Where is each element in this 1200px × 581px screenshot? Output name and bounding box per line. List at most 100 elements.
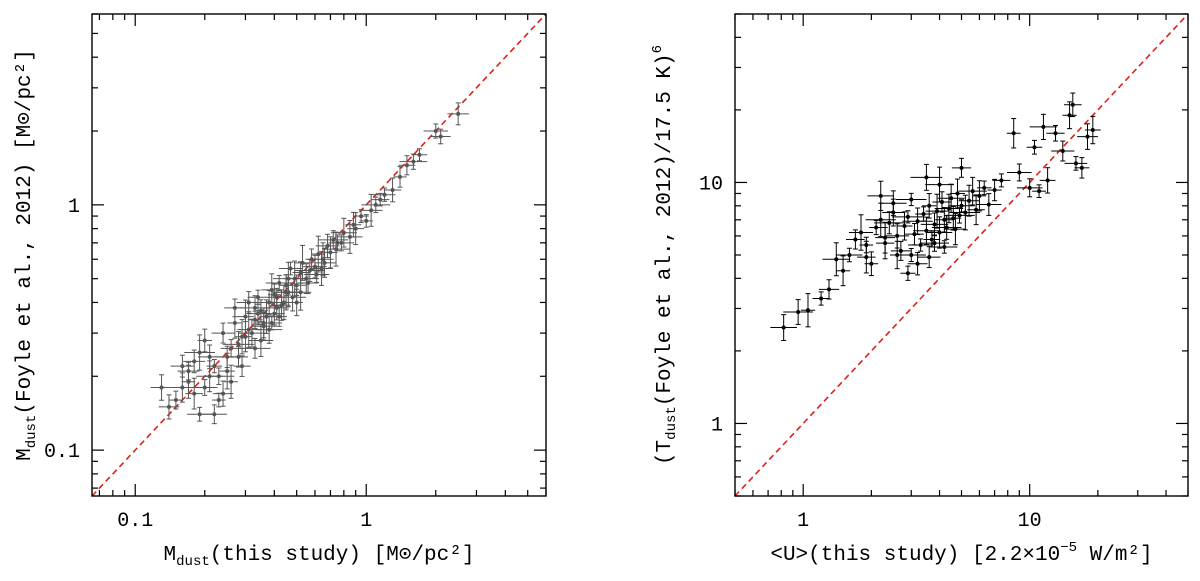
point-marker — [202, 385, 207, 390]
data-point — [907, 252, 928, 276]
point-marker — [294, 300, 299, 305]
point-marker — [207, 354, 212, 359]
point-marker — [895, 233, 900, 238]
point-marker — [274, 305, 279, 310]
point-marker — [999, 178, 1004, 183]
data-point — [972, 180, 986, 212]
point-marker — [796, 310, 801, 315]
point-marker — [1027, 185, 1032, 190]
data-point — [430, 128, 451, 145]
point-marker — [986, 202, 991, 207]
point-marker — [963, 210, 968, 215]
point-marker — [221, 391, 226, 396]
point-marker — [339, 240, 344, 245]
point-marker — [912, 232, 917, 237]
data-point — [908, 238, 934, 252]
data-point — [800, 293, 816, 328]
point-marker — [221, 331, 226, 336]
point-marker — [159, 385, 164, 390]
y-axis-label: (Tdust(Foyle et al., 2012)/17.5 K)6 — [650, 45, 680, 465]
point-marker — [267, 327, 272, 332]
data-point — [917, 246, 941, 269]
data-point — [233, 355, 251, 377]
data-point — [950, 178, 965, 209]
point-marker — [277, 314, 282, 319]
data-point — [284, 260, 306, 297]
data-point — [1051, 140, 1075, 162]
data-point — [896, 192, 927, 207]
data-point — [212, 380, 234, 407]
data-point — [846, 229, 865, 250]
data-point — [246, 302, 270, 326]
data-point — [294, 258, 325, 282]
data-point — [1026, 139, 1043, 155]
y-axis-label: Mdust(Foyle et al., 2012) [M⊙/pc²] — [14, 49, 40, 461]
data-point — [201, 404, 228, 425]
x-axis-label: <U>(this study) [2.2×10−5 W/m²] — [770, 540, 1152, 567]
point-marker — [253, 305, 258, 310]
data-point — [948, 199, 975, 213]
point-marker — [456, 111, 461, 116]
data-point — [337, 219, 363, 254]
data-point — [323, 236, 338, 269]
point-marker — [284, 283, 289, 288]
point-marker — [272, 311, 277, 316]
data-point — [926, 216, 953, 249]
point-marker — [225, 354, 230, 359]
y-tick-label: 1 — [711, 414, 723, 437]
point-marker — [298, 290, 303, 295]
data-point — [239, 321, 252, 353]
x-tick-label: 0.1 — [117, 510, 153, 533]
point-marker — [304, 276, 309, 281]
point-marker — [197, 350, 202, 355]
point-marker — [249, 331, 254, 336]
point-marker — [180, 385, 185, 390]
point-marker — [216, 398, 221, 403]
data-point — [187, 406, 213, 422]
point-marker — [924, 175, 929, 180]
point-marker — [328, 250, 333, 255]
data-point — [857, 240, 876, 274]
data-point — [818, 279, 840, 300]
point-marker — [322, 260, 327, 265]
point-marker — [269, 287, 274, 292]
point-marker — [959, 203, 964, 208]
point-marker — [924, 228, 929, 233]
data-point — [967, 194, 985, 226]
data-point — [770, 314, 797, 341]
point-marker — [288, 266, 293, 271]
point-marker — [246, 300, 251, 305]
point-marker — [781, 325, 786, 330]
point-marker — [895, 253, 900, 257]
data-point — [1039, 167, 1056, 194]
point-marker — [942, 244, 947, 249]
data-point — [177, 361, 200, 381]
data-point — [987, 178, 1002, 202]
point-marker — [281, 300, 286, 305]
point-marker — [826, 287, 831, 292]
data-point — [913, 216, 940, 245]
point-marker — [306, 281, 311, 286]
axis-ticks — [92, 13, 547, 496]
data-point — [910, 163, 943, 191]
data-point — [311, 235, 326, 273]
point-marker — [186, 379, 191, 384]
point-marker — [258, 308, 263, 313]
point-marker — [417, 152, 422, 157]
point-marker — [909, 253, 914, 257]
point-marker — [212, 364, 217, 369]
data-point — [874, 211, 905, 235]
point-marker — [946, 206, 951, 211]
point-marker — [1017, 170, 1022, 175]
point-marker — [264, 314, 269, 319]
point-marker — [307, 268, 312, 273]
data-point — [219, 352, 235, 390]
data-point — [958, 176, 987, 206]
point-marker — [173, 398, 178, 403]
point-marker — [932, 241, 937, 246]
point-marker — [898, 248, 903, 253]
data-point — [248, 323, 274, 357]
point-marker — [902, 223, 907, 228]
point-marker — [253, 346, 258, 351]
